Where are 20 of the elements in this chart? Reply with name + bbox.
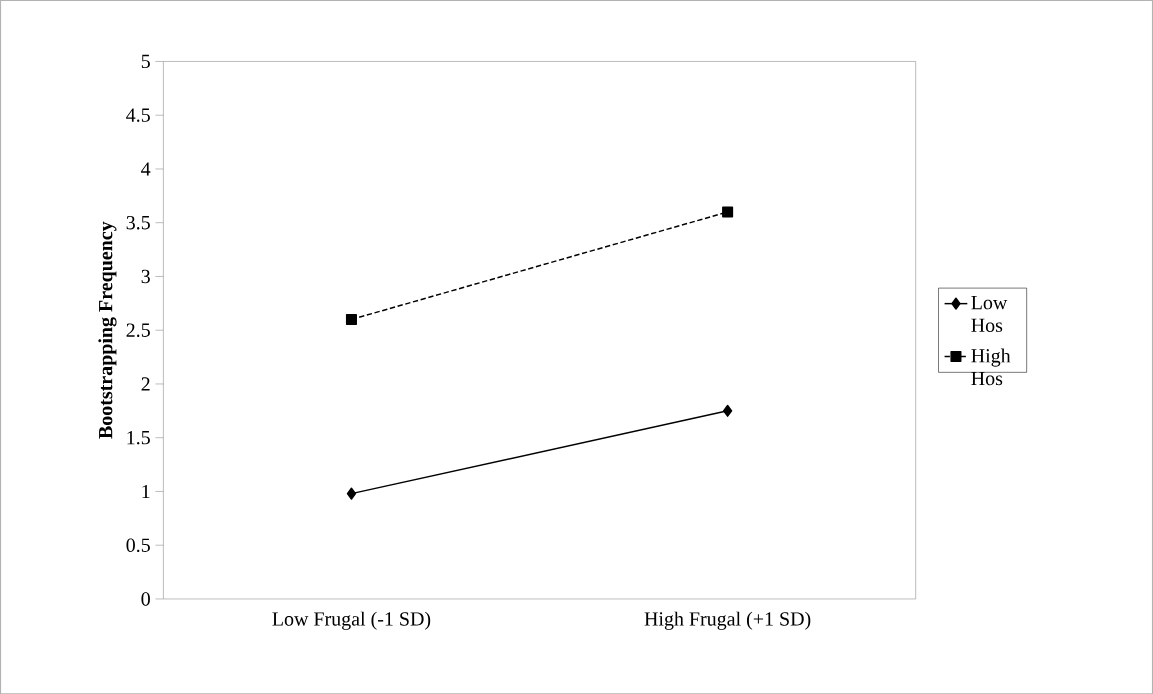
x-tick-label: High Frugal (+1 SD) [644, 611, 811, 630]
point [346, 487, 357, 500]
legend-label: High Hos [971, 348, 1011, 385]
point [345, 313, 357, 325]
y-tick-label: 2 [141, 377, 150, 391]
legend-label: Low Hos [971, 295, 1008, 332]
y-tick-label: 0.5 [126, 538, 150, 552]
y-tick-label: 2.5 [126, 323, 150, 337]
y-tick-label: 3.5 [126, 215, 150, 230]
y-tick-label: 4 [141, 162, 151, 176]
y-tick-label: 5 [141, 54, 150, 68]
y-tick-label: 0 [141, 592, 150, 606]
y-tick-label: 1 [142, 484, 150, 498]
point [722, 206, 734, 218]
point [722, 404, 733, 417]
y-tick-label: 4.5 [126, 108, 150, 122]
y-tick-label: 1.5 [127, 430, 150, 445]
y-tick-label: 3 [141, 269, 150, 283]
y-axis-title: Bootstrapping Frequency [98, 221, 117, 439]
x-tick-label: Low Frugal (-1 SD) [272, 611, 431, 630]
